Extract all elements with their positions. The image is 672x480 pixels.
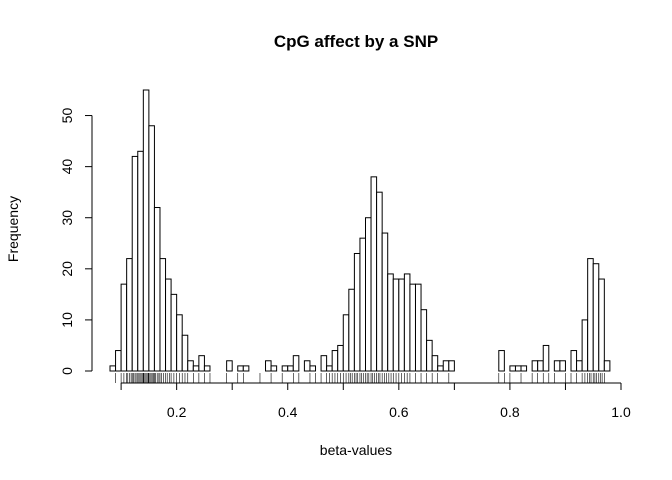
histogram-bar [514, 365, 522, 372]
histogram-bar [576, 360, 583, 372]
histogram-bar [309, 365, 317, 372]
histogram-bar [398, 278, 405, 372]
histogram-bar [242, 365, 250, 372]
histogram-bar [581, 319, 589, 372]
histogram-bar [537, 360, 544, 372]
histogram-bar [520, 365, 528, 372]
histogram-bar [442, 360, 450, 372]
histogram-bar [270, 365, 278, 372]
histogram-bar [320, 355, 328, 372]
histogram-bar [370, 176, 378, 372]
y-tick-label: 50 [59, 108, 75, 124]
histogram-bar [342, 314, 350, 372]
histogram-bar [426, 339, 433, 372]
histogram-bar [403, 273, 411, 372]
y-axis-label: Frequency [5, 196, 21, 262]
histogram-bar [387, 273, 394, 372]
histogram-bar [281, 365, 289, 372]
histogram-bar [331, 350, 339, 372]
histogram-bar [559, 360, 566, 372]
histogram-bar [448, 360, 455, 372]
chart-title: CpG affect by a SNP [274, 32, 438, 51]
histogram-bar [198, 355, 205, 372]
histogram-bar [414, 283, 422, 372]
histogram-bar [187, 360, 194, 372]
x-axis: 0.2 0.4 0.6 0.8 1.0 [120, 382, 631, 420]
histogram-bar [226, 360, 233, 372]
y-tick-label: 0 [59, 367, 75, 375]
histogram-bar [509, 365, 516, 372]
histogram-bar [531, 360, 539, 372]
histogram-bar [153, 207, 161, 372]
histogram-bar [353, 252, 361, 372]
histogram-bar [237, 365, 244, 372]
histogram-bar [603, 360, 611, 372]
x-tick-label: 0.2 [167, 404, 187, 420]
y-tick-label: 40 [59, 159, 75, 175]
histogram-bar [437, 365, 444, 372]
histogram-bar [159, 258, 167, 372]
histogram-bar [131, 155, 139, 372]
histogram-bar [542, 344, 550, 372]
histogram-bar [570, 350, 578, 372]
y-tick-label: 10 [59, 312, 75, 328]
histogram-bar [553, 360, 561, 372]
histogram-bar [376, 191, 383, 372]
histogram-bar [359, 237, 367, 372]
histogram-bar [203, 365, 211, 372]
histogram-bar [326, 365, 333, 372]
histogram-bar [192, 365, 200, 372]
histogram-bar [165, 278, 172, 372]
histogram-bar [365, 217, 372, 372]
histogram-bar [337, 344, 344, 372]
y-axis: 0 10 20 30 40 50 [59, 108, 93, 375]
histogram-bar [420, 309, 428, 372]
histogram-bar [109, 365, 117, 372]
histogram-bar [115, 350, 122, 372]
x-tick-label: 0.4 [278, 404, 298, 420]
histogram-bar [120, 283, 128, 372]
histogram-bar [381, 232, 389, 372]
histogram-bar [142, 89, 150, 372]
histogram-bar [392, 278, 400, 372]
y-tick-label: 20 [59, 261, 75, 277]
histogram-bar [287, 365, 294, 372]
x-tick-label: 0.6 [389, 404, 409, 420]
histogram-bar [170, 293, 178, 372]
histogram-bar [137, 150, 144, 372]
x-tick-label: 1.0 [611, 404, 631, 420]
x-tick-label: 0.8 [500, 404, 520, 420]
histogram-bar [348, 288, 355, 372]
histogram-bar [148, 125, 155, 372]
histogram-bar [265, 360, 272, 372]
x-axis-label: beta-values [320, 442, 392, 458]
histogram-bars [109, 89, 611, 372]
y-tick-label: 30 [59, 210, 75, 226]
rug-marks [115, 373, 605, 383]
histogram-bar [592, 263, 600, 372]
histogram-bar [303, 360, 311, 372]
histogram-bar [431, 355, 439, 372]
histogram-bar [292, 355, 300, 372]
histogram-bar [587, 258, 594, 372]
histogram-bar [181, 334, 189, 372]
histogram-bar [409, 283, 416, 372]
histogram-bar [126, 258, 133, 372]
histogram-bar [498, 350, 505, 372]
histogram-bar [598, 278, 605, 372]
histogram-bar [176, 314, 183, 372]
